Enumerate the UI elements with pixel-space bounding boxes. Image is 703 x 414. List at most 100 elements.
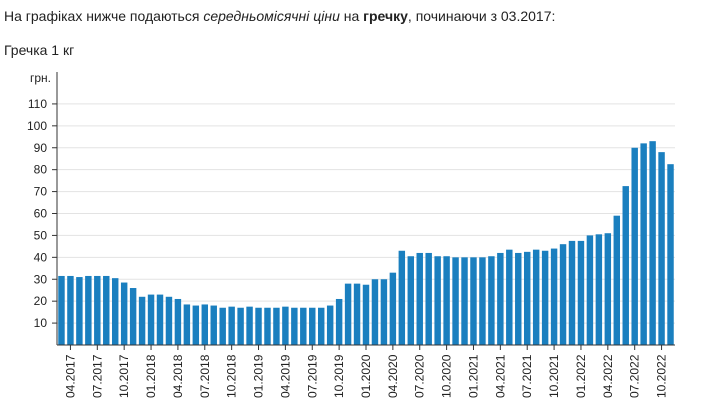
- y-tick-label: 10: [34, 316, 48, 330]
- bar: [613, 215, 621, 345]
- bar: [461, 257, 468, 345]
- y-tick-label: 50: [34, 228, 48, 242]
- bar: [58, 275, 65, 345]
- x-tick-label: 10.2018: [225, 354, 239, 398]
- x-tick-label: 07.2021: [520, 354, 534, 398]
- bar: [156, 294, 164, 345]
- y-tick-label: 80: [34, 163, 48, 177]
- x-tick-label: 01.2022: [574, 354, 588, 398]
- bar: [506, 249, 513, 345]
- bar: [255, 307, 262, 345]
- bar: [640, 143, 647, 345]
- x-tick-label: 07.2018: [198, 354, 212, 398]
- bar: [219, 307, 226, 345]
- bar: [523, 251, 531, 345]
- x-tick-label: 07.2022: [628, 354, 642, 398]
- x-tick-label: 10.2019: [332, 354, 346, 398]
- x-tick-label: 07.2017: [90, 354, 104, 398]
- bar: [353, 283, 361, 345]
- x-tick-label: 01.2019: [252, 354, 266, 398]
- y-tick-label: 40: [34, 250, 48, 264]
- x-tick-label: 07.2019: [305, 354, 319, 398]
- bar: [532, 249, 540, 345]
- bar: [631, 147, 638, 345]
- bar: [362, 284, 370, 345]
- x-tick-label: 01.2020: [359, 354, 373, 398]
- y-tick-label: 20: [34, 294, 48, 308]
- y-tick-label: 110: [28, 97, 47, 111]
- y-tick-label: 60: [34, 207, 48, 221]
- chart-title: Гречка 1 кг: [4, 42, 75, 58]
- bar: [103, 275, 110, 345]
- x-tick-label: 10.2021: [547, 354, 561, 398]
- bar: [541, 250, 549, 345]
- x-tick-label: 10.2020: [440, 354, 454, 398]
- bar: [165, 296, 173, 345]
- bar: [497, 252, 504, 345]
- bar: [550, 248, 558, 345]
- bar: [129, 288, 137, 345]
- x-tick-label: 01.2021: [466, 354, 480, 398]
- bar: [658, 152, 665, 345]
- bar: [309, 307, 316, 345]
- y-axis-ticks: 10 20 30 40 50 60 70 80 90 100 110: [27, 97, 57, 330]
- bar: [67, 275, 74, 345]
- bar: [407, 256, 415, 345]
- bar: [264, 307, 271, 345]
- bar: [210, 305, 217, 345]
- bar: [568, 240, 576, 345]
- bar: [425, 252, 432, 345]
- bar: [622, 186, 629, 345]
- bar: [326, 305, 334, 345]
- bar: [120, 282, 128, 345]
- bar: [147, 294, 155, 345]
- bar: [479, 257, 486, 345]
- bar: [667, 164, 674, 345]
- intro-emphasis: середньомісячні ціни: [203, 8, 340, 24]
- x-tick-label: 07.2020: [413, 354, 427, 398]
- bar: [452, 257, 459, 345]
- x-axis-ticks: 04.2017 07.2017 10.2017 01.2018 04.2018 07.20…: [63, 345, 669, 398]
- intro-part-2: на: [339, 8, 364, 24]
- y-tick-label: 70: [34, 185, 48, 199]
- x-tick-label: 10.2017: [117, 354, 131, 398]
- bar: [344, 283, 352, 345]
- bar: [380, 279, 388, 345]
- bar: [291, 307, 298, 345]
- bar: [398, 250, 406, 345]
- bar: [85, 275, 92, 345]
- y-tick-label: 30: [34, 272, 48, 286]
- x-tick-label: 04.2019: [278, 354, 292, 398]
- bar: [488, 256, 495, 345]
- bar: [183, 304, 191, 345]
- bar: [371, 279, 379, 345]
- bar: [470, 257, 477, 345]
- bar: [443, 256, 450, 345]
- bar: [577, 240, 585, 345]
- x-tick-label: 04.2017: [63, 354, 77, 398]
- bar: [586, 235, 594, 345]
- bar: [111, 278, 119, 345]
- intro-product: гречку: [363, 8, 408, 24]
- x-tick-label: 10.2022: [655, 354, 669, 398]
- bar: [559, 244, 567, 345]
- bar: [76, 277, 83, 345]
- bar: [174, 298, 182, 345]
- bar: [335, 298, 343, 345]
- intro-part-1: На графіках нижче подаються: [4, 8, 204, 24]
- bar: [94, 275, 101, 345]
- y-tick-label: 90: [34, 141, 48, 155]
- y-tick-label: 100: [27, 119, 47, 133]
- bar: [389, 272, 397, 345]
- y-axis-label: грн.: [30, 71, 51, 85]
- bar: [300, 307, 307, 345]
- bar: [317, 307, 325, 345]
- bar: [246, 306, 253, 345]
- x-tick-label: 04.2018: [171, 354, 185, 398]
- bar: [237, 307, 244, 345]
- bar: [416, 252, 423, 345]
- intro-text: На графіках нижче подаються середньоміся…: [4, 8, 555, 24]
- x-tick-label: 04.2022: [601, 354, 615, 398]
- bars: [58, 141, 674, 345]
